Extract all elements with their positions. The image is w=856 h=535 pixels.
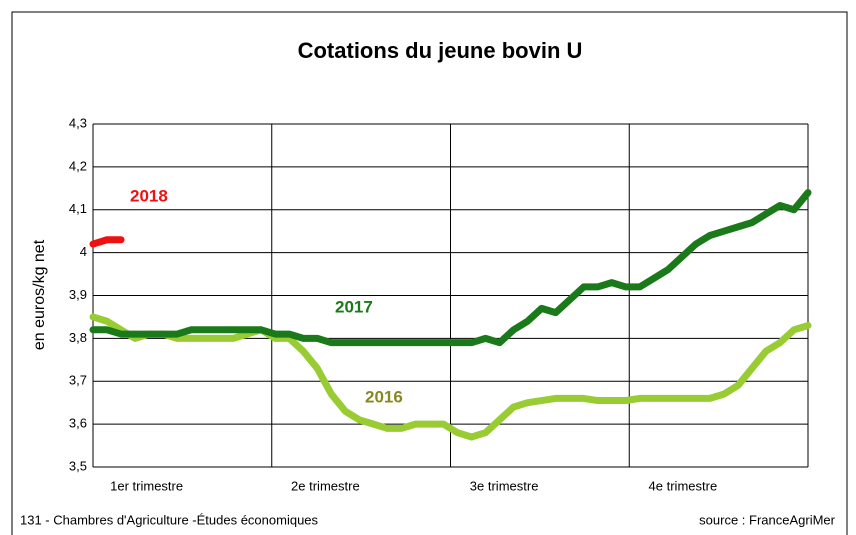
y-tick-label: 4,3: [69, 115, 87, 130]
chart-title: Cotations du jeune bovin U: [298, 38, 583, 63]
y-tick-label: 4,2: [69, 158, 87, 173]
series-line: [89, 313, 812, 441]
y-tick-label: 3,5: [69, 458, 87, 473]
x-tick-label: 4e trimestre: [649, 478, 718, 493]
y-tick-label: 3,8: [69, 330, 87, 345]
series-label: 2016: [365, 387, 403, 406]
frame: [11, 11, 848, 535]
source: source : FranceAgriMer: [699, 512, 835, 527]
y-tick-label: 3,7: [69, 373, 87, 388]
series-label: 2017: [335, 297, 373, 316]
x-tick-label: 2e trimestre: [291, 478, 360, 493]
y-tick-label: 4: [80, 244, 87, 259]
y-tick-label: 4,1: [69, 201, 87, 216]
x-tick-label: 1er trimestre: [110, 478, 183, 493]
y-tick-label: 3,9: [69, 287, 87, 302]
x-tick-label: 3e trimestre: [470, 478, 539, 493]
series-label: 2018: [130, 186, 168, 205]
series-line: [89, 189, 812, 347]
y-tick-label: 3,6: [69, 416, 87, 431]
y-axis-label: en euros/kg net: [31, 239, 48, 350]
series-line: [89, 236, 125, 248]
footer: 131 - Chambres d'Agriculture -Études éco…: [20, 512, 319, 527]
